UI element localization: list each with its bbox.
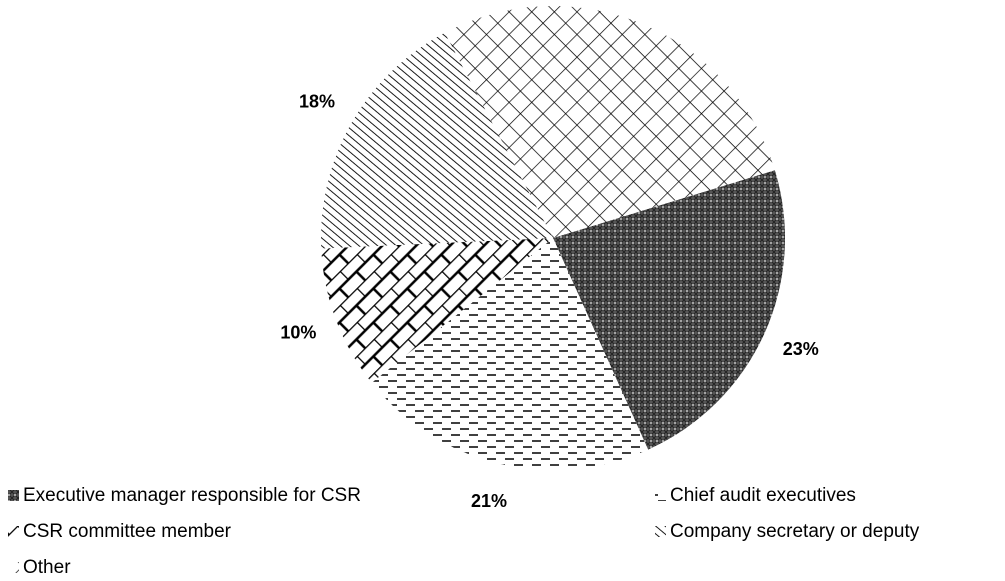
legend-label: Chief audit executives bbox=[670, 485, 856, 506]
data-label: 10% bbox=[280, 322, 316, 342]
legend-label: Company secretary or deputy bbox=[670, 521, 920, 542]
data-label: 21% bbox=[471, 491, 507, 511]
pie-slice bbox=[553, 170, 786, 450]
legend-marker bbox=[655, 490, 666, 501]
legend-label: CSR committee member bbox=[23, 521, 232, 542]
pie-slice bbox=[321, 238, 553, 383]
legend-marker bbox=[655, 526, 666, 537]
legend-marker bbox=[8, 526, 19, 537]
pie-slice bbox=[444, 5, 775, 238]
data-label: 18% bbox=[299, 92, 335, 112]
pie-slice bbox=[371, 238, 649, 470]
legend-marker bbox=[8, 490, 19, 501]
legend-marker bbox=[8, 562, 19, 573]
pie-slice bbox=[321, 32, 553, 249]
legend-label: Other bbox=[23, 557, 71, 578]
data-label: 23% bbox=[783, 339, 819, 359]
legend-label: Executive manager responsible for CSR bbox=[23, 485, 361, 506]
